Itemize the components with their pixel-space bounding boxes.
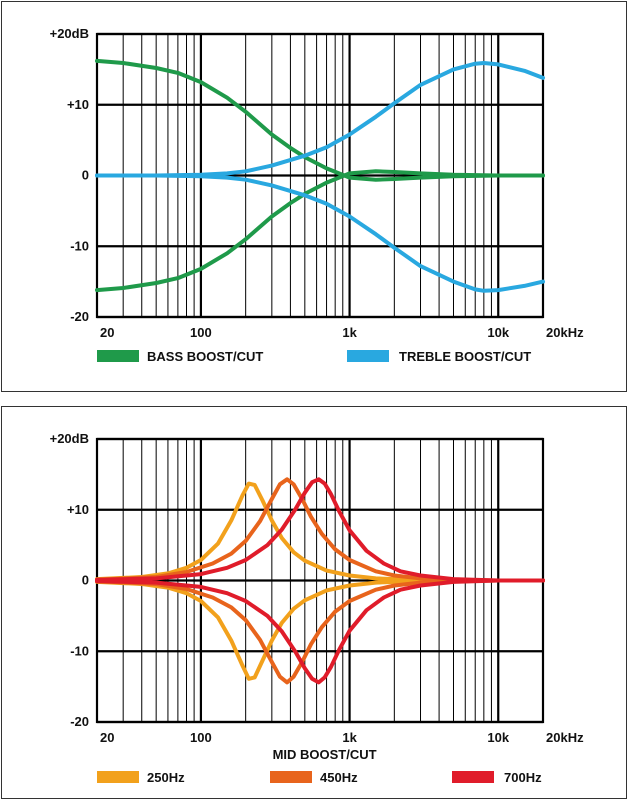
legend-swatch	[270, 771, 312, 783]
series-line-700hz-4	[95, 477, 545, 583]
legend-swatch	[347, 350, 389, 362]
legend-label: 250Hz	[147, 770, 185, 785]
y-tick-label: +10	[67, 502, 89, 517]
y-tick-label: +20dB	[50, 431, 89, 446]
legend-swatch	[97, 771, 139, 783]
y-tick-label: -10	[70, 643, 89, 658]
legend-label: TREBLE BOOST/CUT	[399, 349, 531, 364]
legend-label: 450Hz	[320, 770, 358, 785]
x-tick-label: 20kHz	[546, 730, 584, 745]
y-tick-label: 0	[82, 573, 89, 588]
series-line-bass-boost-cut-1	[95, 169, 545, 293]
x-tick-label: 10k	[487, 325, 509, 340]
series-line-450hz-3	[95, 578, 545, 685]
series-line-450hz-2	[95, 477, 545, 583]
y-tick-label: +20dB	[50, 26, 89, 41]
x-tick-label: 100	[190, 325, 212, 340]
eq-chart-bass-treble: +20dB +10 0 -10 -20 20 100 1k 10k 20kHz BASS BOOST…	[50, 26, 584, 364]
x-tick-label: 10k	[487, 730, 509, 745]
x-tick-label: 20kHz	[546, 325, 584, 340]
legend: BASS BOOST/CUT TREBLE BOOST/CUT	[97, 349, 531, 364]
legend: 250Hz 450Hz 700Hz	[97, 770, 542, 785]
x-tick-label: 20	[100, 325, 114, 340]
legend-swatch	[452, 771, 494, 783]
legend-label: 700Hz	[504, 770, 542, 785]
chart-panel-treble-bass: +20dB +10 0 -10 -20 20 100 1k 10k 20kHz BASS BOOST…	[1, 1, 627, 392]
chart-panel-mid: +20dB +10 0 -10 -20 20 100 1k 10k 20kHz MID BOOST/…	[1, 406, 627, 799]
y-tick-label: 0	[82, 168, 89, 183]
y-tick-label: -20	[70, 309, 89, 324]
series-line-250hz-1	[95, 578, 545, 681]
eq-chart-mid: +20dB +10 0 -10 -20 20 100 1k 10k 20kHz MID BOOST/…	[50, 431, 584, 785]
x-tick-label: 1k	[342, 325, 357, 340]
y-tick-label: -20	[70, 714, 89, 729]
series-line-700hz-5	[95, 578, 545, 685]
legend-label: BASS BOOST/CUT	[147, 349, 263, 364]
y-tick-label: +10	[67, 97, 89, 112]
x-tick-label: 1k	[342, 730, 357, 745]
legend-swatch	[97, 350, 139, 362]
series-line-treble-boost-cut-2	[95, 61, 545, 178]
y-tick-label: -10	[70, 238, 89, 253]
series-line-treble-boost-cut-3	[95, 173, 545, 293]
x-tick-label: 100	[190, 730, 212, 745]
series-line-250hz-0	[95, 481, 545, 583]
chart-caption: MID BOOST/CUT	[273, 747, 377, 762]
series-line-bass-boost-cut-0	[95, 58, 545, 182]
x-tick-label: 20	[100, 730, 114, 745]
